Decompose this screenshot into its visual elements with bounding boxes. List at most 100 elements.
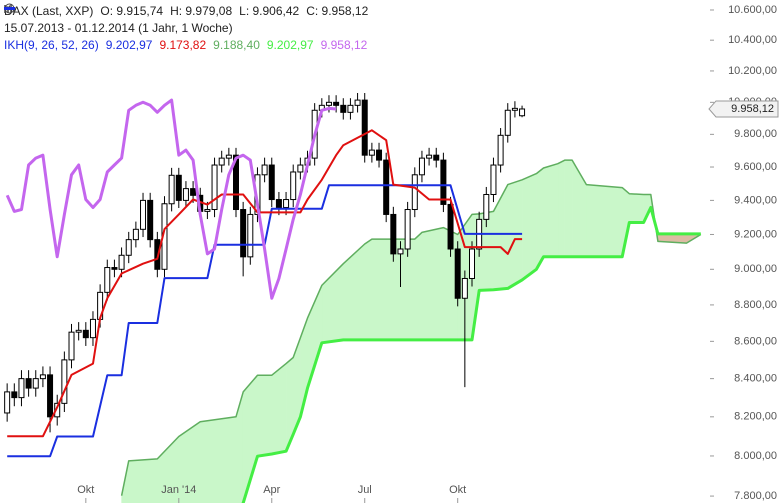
candle-body [125, 239, 132, 256]
y-tick-label: 8.400,00 [734, 373, 777, 385]
indicator-value: 9.188,40 [213, 38, 260, 52]
y-tick-label: 8.200,00 [734, 411, 777, 423]
candle-body [18, 378, 25, 399]
cloud-fill [199, 416, 237, 503]
candle-body [390, 213, 397, 255]
candle-body [440, 159, 447, 205]
candle-body [347, 104, 354, 113]
candle-body [39, 374, 46, 380]
candle-body [168, 174, 175, 205]
candle-body [497, 134, 504, 166]
indicator-line [120, 159, 702, 496]
y-tick-label: 9.600,00 [734, 161, 777, 173]
candle-body [147, 199, 154, 241]
candle-body [47, 374, 54, 418]
legend-row: 15.07.2013 - 01.12.2014 (1 Jahr, 1 Woche… [4, 3, 368, 37]
cloud-fill [343, 243, 365, 341]
candle-body [483, 193, 490, 220]
candle-body [132, 228, 139, 241]
cloud-fill [557, 159, 566, 258]
cloud-fill [571, 159, 587, 258]
candle-body [447, 203, 454, 250]
candle-body [32, 378, 39, 389]
candle-body [240, 209, 247, 258]
y-tick-label: 9.400,00 [734, 194, 777, 206]
cloud-fill [536, 167, 544, 271]
cloud-fill [271, 363, 287, 455]
x-tick-label: Jan '14 [161, 484, 196, 496]
candle-body [411, 174, 418, 211]
candle-body [461, 277, 468, 299]
cloud-fill [393, 238, 416, 341]
indicator-icon [4, 7, 15, 10]
indicator-line [241, 206, 701, 503]
candle-body [469, 248, 475, 279]
candle-body [82, 329, 89, 339]
candle-body [175, 174, 182, 201]
x-tick-label: Apr [263, 484, 280, 496]
candle-body [354, 99, 361, 106]
candle-body [118, 254, 125, 270]
candle-body [68, 331, 75, 361]
candle-body [404, 209, 411, 250]
candle-body [340, 104, 347, 113]
y-tick-label: 10.600,00 [728, 4, 777, 16]
candle-body [297, 164, 304, 173]
cloud-fill [493, 184, 509, 290]
cloud-fill [564, 159, 573, 258]
plot-area [4, 93, 702, 503]
candle-body [333, 101, 340, 106]
candle-body [519, 108, 526, 117]
cloud-fill [235, 391, 244, 503]
candle-body [111, 267, 118, 270]
candle-body [261, 164, 268, 176]
candle-body [247, 213, 254, 258]
cloud-fill [543, 163, 559, 258]
y-tick-label: 9.800,00 [734, 128, 777, 140]
period: 15.07.2013 - 01.12.2014 (1 Jahr, 1 Woche… [4, 21, 233, 35]
y-tick-label: 10.400,00 [728, 34, 777, 46]
y-tick-label: 7.800,00 [734, 490, 777, 502]
y-tick-label: 9.000,00 [734, 263, 777, 275]
cloud-fill [521, 173, 537, 281]
cloud-fill [371, 238, 394, 341]
x-tick-label: Okt [77, 484, 94, 496]
candle-body [426, 154, 433, 159]
ohlc-high: H: 9.979,08 [170, 4, 233, 18]
candle-body [376, 149, 383, 161]
candle-body [140, 199, 147, 230]
candle-body [268, 164, 275, 201]
candle-body [368, 149, 375, 156]
cloud-fill [414, 231, 423, 341]
x-tick-label: Okt [449, 484, 466, 496]
candle-body [454, 248, 461, 299]
indicator-value: 9.958,12 [320, 38, 368, 52]
price-tag [708, 100, 779, 118]
legend-row: DAX (Last, XXP) O: 9.915,74 H: 9.979,08 … [4, 3, 368, 20]
indicator-value: 9.202,97 [105, 38, 153, 52]
candle-body [61, 359, 68, 404]
cloud-fill [421, 227, 444, 341]
candle-body [504, 109, 511, 136]
candle-body [361, 99, 368, 156]
candle-body [89, 318, 96, 339]
candle-body [182, 188, 189, 201]
y-tick-label: 10.200,00 [728, 65, 777, 77]
candle-body [225, 154, 232, 159]
axes: 7.800,00 8.000,00 8.200,00 8.400,00 8.600,00… [77, 4, 779, 503]
candle-body [75, 329, 82, 333]
candle-body [397, 248, 404, 255]
candle-body [104, 267, 111, 293]
y-tick-label: 8.000,00 [734, 450, 777, 462]
ohlc-low: L: 9.906,42 [239, 4, 300, 18]
indicator-value: 9.173,82 [159, 38, 207, 52]
candle-body [218, 157, 225, 166]
legend: DAX (Last, XXP) O: 9.915,74 H: 9.979,08 … [4, 3, 368, 54]
y-tick-label: 8.800,00 [734, 299, 777, 311]
legend-row: IKH(9, 26, 52, 26) 9.202,97 9.173,82 9.188… [4, 7, 368, 54]
indicator-line [7, 184, 523, 458]
candle-body [233, 154, 239, 211]
ohlc-close: C: 9.958,12 [306, 4, 369, 18]
